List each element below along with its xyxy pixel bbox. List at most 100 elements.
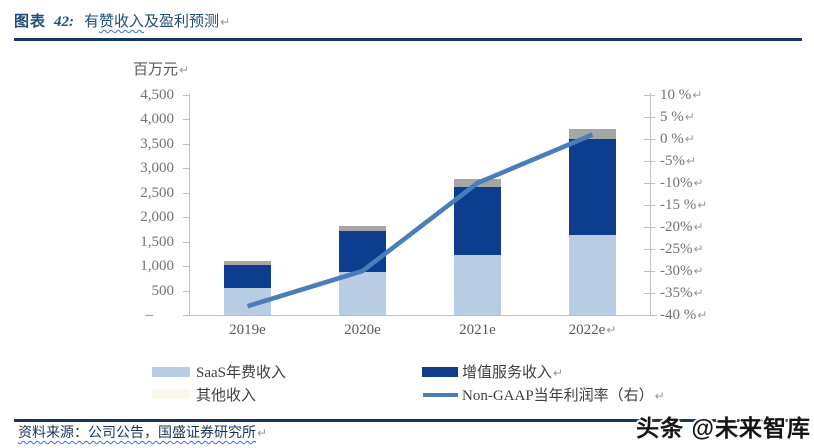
left-axis-tick-label: 1,000 [140, 258, 174, 275]
x-axis-label-2021e: 2021e [459, 322, 496, 338]
right-axis-tick-label: 0 %↵ [660, 131, 695, 147]
right-axis-tick-label: -35%↵ [660, 285, 704, 301]
left-axis-tick-label: 4,500 [140, 87, 174, 103]
legend-label-nongaap: Non-GAAP当年利润率（右）↵ [462, 388, 665, 404]
paragraph-mark-icon: ↵ [693, 176, 704, 190]
paragraph-mark-icon: ↵ [692, 88, 703, 102]
left-axis-tick [183, 192, 189, 194]
paragraph-mark-icon: ↵ [693, 286, 704, 300]
bar-2020e-其他收入 [339, 226, 386, 231]
bar-2020e-SaaS年费收入 [339, 272, 386, 315]
right-axis-line [650, 93, 651, 315]
x-axis-line [189, 315, 657, 316]
legend-swatch-nongaap-line [423, 393, 458, 397]
left-axis-tick [183, 290, 189, 292]
unit-text: 百万元 [133, 62, 179, 78]
legend-swatch-vas [422, 367, 458, 377]
left-axis-tick [183, 217, 189, 219]
legend-label-other: 其他收入 [196, 388, 257, 404]
figure-label: 图表 [14, 14, 47, 30]
right-axis-tick-label: -25%↵ [660, 241, 704, 257]
left-axis-tick-label: 3,000 [140, 160, 174, 177]
left-axis-line [189, 93, 190, 315]
x-axis-label-2020e: 2020e [344, 322, 381, 338]
figure-title-pre: 有 [84, 14, 100, 30]
bar-2022e-SaaS年费收入 [569, 235, 616, 315]
bar-2022e-增值服务收入 [569, 139, 616, 236]
footer-divider [14, 419, 802, 422]
right-axis-tick [644, 205, 655, 206]
bar-2021e-增值服务收入 [454, 186, 501, 256]
left-axis-tick [183, 168, 189, 170]
bar-2021e-SaaS年费收入 [454, 255, 501, 315]
paragraph-mark-icon: ↵ [686, 154, 697, 168]
paragraph-mark-icon: ↵ [257, 426, 268, 440]
left-axis-tick-label: 2,000 [140, 209, 174, 226]
right-axis-tick [644, 249, 655, 250]
paragraph-mark-icon: ↵ [606, 323, 617, 337]
paragraph-mark-icon: ↵ [553, 366, 564, 380]
right-axis-tick-label: 5 %↵ [660, 109, 695, 125]
title-divider [14, 38, 802, 41]
right-axis-tick [644, 315, 655, 316]
legend-label-saas: SaaS年费收入 [196, 365, 287, 381]
legend-swatch-other [152, 389, 190, 399]
left-axis-tick-label: 4,000 [140, 111, 174, 128]
left-axis-tick [183, 241, 189, 243]
right-axis-tick-label: -5%↵ [660, 153, 697, 169]
left-axis-tick [183, 95, 189, 96]
bar-2020e-增值服务收入 [339, 230, 386, 273]
toutiao-watermark: 头条 @未来智库 [636, 415, 811, 441]
right-axis-tick-label: -15 %↵ [660, 197, 708, 213]
left-axis-tick-label: – [145, 307, 154, 323]
paragraph-mark-icon: ↵ [684, 110, 695, 124]
left-axis-tick-label: 2,500 [140, 184, 174, 201]
figure-title-spellcheck: 赞收入 [99, 14, 145, 30]
paragraph-mark-icon: ↵ [693, 220, 704, 234]
left-axis-tick [183, 119, 189, 121]
legend-label-vas: 增值服务收入↵ [462, 365, 564, 381]
left-axis-tick-label: 500 [151, 282, 175, 299]
left-axis-tick [183, 143, 189, 145]
right-axis-tick [644, 227, 655, 228]
bar-2022e-其他收入 [569, 129, 616, 140]
right-axis-tick-label: -40 %↵ [660, 307, 708, 323]
right-axis-tick-label: -30%↵ [660, 263, 704, 279]
x-axis-label-2019e: 2019e [229, 322, 266, 338]
right-axis-tick [644, 139, 655, 140]
figure-number: 42: [54, 14, 75, 30]
right-axis-tick [644, 95, 655, 96]
right-axis-tick [644, 161, 655, 162]
right-axis-tick-label: -20%↵ [660, 219, 704, 235]
right-axis-tick-label: -10%↵ [660, 175, 704, 191]
left-axis-tick [183, 266, 189, 268]
source-text: 资料来源：公司公告，国盛证券研究所 [18, 426, 256, 441]
left-axis-tick-label: 1,500 [140, 233, 174, 250]
left-axis-tick-label: 3,500 [140, 135, 174, 152]
paragraph-mark-icon: ↵ [693, 242, 704, 256]
legend-swatch-saas [152, 367, 190, 377]
source-note: 资料来源：公司公告，国盛证券研究所↵ [18, 422, 267, 442]
right-axis-tick [644, 117, 655, 118]
paragraph-mark-icon: ↵ [684, 132, 695, 146]
right-axis-tick [644, 183, 655, 184]
paragraph-mark-icon: ↵ [220, 15, 231, 29]
paragraph-mark-icon: ↵ [179, 63, 190, 77]
figure-title-post: 及盈利预测 [144, 14, 220, 30]
paragraph-mark-icon: ↵ [697, 198, 708, 212]
right-axis-tick [644, 293, 655, 294]
paragraph-mark-icon: ↵ [654, 389, 665, 403]
right-axis-tick [644, 271, 655, 272]
left-axis-tick [183, 315, 189, 316]
paragraph-mark-icon: ↵ [697, 308, 708, 322]
bar-2019e-其他收入 [224, 261, 271, 266]
bar-2019e-增值服务收入 [224, 265, 271, 288]
paragraph-mark-icon: ↵ [693, 264, 704, 278]
figure-header: 图表 42: 有赞收入及盈利预测↵ [14, 10, 230, 31]
x-axis-label-2022e: 2022e↵ [568, 322, 617, 338]
figure-title: 有赞收入及盈利预测 [84, 14, 219, 30]
left-axis-unit-label: 百万元↵ [133, 58, 189, 79]
right-axis-tick-label: 10 %↵ [660, 87, 703, 103]
